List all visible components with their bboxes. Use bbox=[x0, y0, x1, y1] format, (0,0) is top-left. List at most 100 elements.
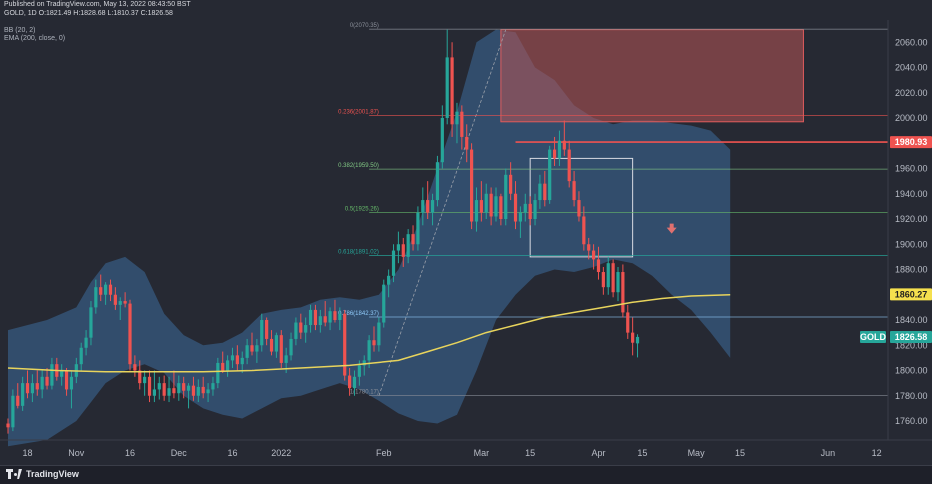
candle-body bbox=[177, 383, 181, 394]
x-tick-label: Mar bbox=[474, 448, 490, 458]
last-price-tag-bg bbox=[890, 330, 932, 343]
price-chart[interactable]: 0(2070.35) 0.236(2001.87) 0.382(1959.50) 0.… bbox=[0, 0, 932, 465]
x-tick-label: 15 bbox=[525, 448, 535, 458]
x-tick-label: 16 bbox=[227, 448, 237, 458]
candle-body bbox=[518, 212, 522, 222]
candle-body bbox=[157, 383, 161, 390]
trend-line bbox=[378, 29, 507, 396]
candle-body bbox=[601, 272, 605, 288]
candle-body bbox=[577, 200, 581, 217]
resistance-price-tag: 1980.93 bbox=[895, 137, 928, 147]
candle-body bbox=[318, 316, 322, 326]
candle-body bbox=[25, 383, 30, 394]
candle-body bbox=[567, 149, 571, 182]
candle-body bbox=[440, 118, 444, 163]
tradingview-logo: TradingView bbox=[6, 469, 79, 479]
candle-body bbox=[211, 383, 215, 390]
y-tick-label: 2060.00 bbox=[895, 37, 928, 47]
candle-body bbox=[435, 162, 440, 201]
candle-body bbox=[611, 263, 615, 293]
fib-level-label: 0.5(1925.26) bbox=[345, 206, 379, 212]
x-tick-label: Jun bbox=[821, 448, 836, 458]
y-tick-label: 1820.00 bbox=[895, 340, 928, 350]
candle-body bbox=[108, 284, 113, 295]
y-tick-label: 2020.00 bbox=[895, 88, 928, 98]
resistance-price-tag-bg bbox=[890, 136, 932, 149]
candle-body bbox=[304, 325, 308, 333]
candle-body bbox=[382, 284, 386, 323]
bollinger-band-fill bbox=[8, 29, 731, 447]
tradingview-brand-text: TradingView bbox=[26, 469, 79, 479]
symbol-ohlc-line: GOLD, 1D O:1821.49 H:1828.68 L:1810.37 C… bbox=[4, 10, 173, 17]
candle-body bbox=[401, 244, 405, 257]
down-arrow-icon bbox=[666, 223, 677, 234]
candle-body bbox=[6, 423, 10, 428]
candle-body bbox=[543, 183, 547, 201]
candle-body bbox=[548, 149, 552, 201]
candle-body bbox=[450, 57, 454, 125]
candle-body bbox=[79, 347, 83, 365]
candle-body bbox=[11, 395, 15, 428]
candle-body bbox=[89, 307, 93, 338]
fib-level-label: 0.618(1891.02) bbox=[338, 250, 379, 256]
x-tick-label: Feb bbox=[376, 448, 392, 458]
candle-body bbox=[426, 200, 430, 213]
candle-body bbox=[221, 362, 225, 371]
candle-body bbox=[323, 316, 327, 323]
candle-body bbox=[138, 370, 142, 384]
candle-body bbox=[460, 111, 464, 137]
candle-body bbox=[40, 376, 44, 390]
x-tick-label: Apr bbox=[591, 448, 605, 458]
ema-price-tag: 1860.27 bbox=[895, 289, 928, 299]
candle-body bbox=[255, 345, 259, 352]
candle-body bbox=[626, 312, 630, 333]
y-axis[interactable]: 1760.00 1780.00 1800.00 1820.00 1840.00 1860.… bbox=[895, 37, 928, 426]
fib-level-label: 0.382(1959.50) bbox=[338, 163, 379, 169]
candle-body bbox=[396, 244, 400, 251]
y-tick-label: 1760.00 bbox=[895, 416, 928, 426]
candle-body bbox=[299, 322, 303, 333]
candle-body bbox=[357, 365, 361, 377]
candle-body bbox=[372, 340, 376, 346]
candle-body bbox=[474, 200, 479, 222]
candle-body bbox=[265, 320, 269, 339]
candle-body bbox=[99, 287, 103, 295]
candle-body bbox=[162, 383, 166, 396]
candle-body bbox=[269, 338, 274, 352]
candle-body bbox=[196, 386, 200, 396]
candle-body bbox=[94, 287, 98, 308]
y-tick-label: 1900.00 bbox=[895, 239, 928, 249]
candle-body bbox=[143, 376, 147, 384]
candle-body bbox=[147, 376, 152, 396]
candle-body bbox=[123, 301, 127, 304]
candle-body bbox=[533, 200, 537, 219]
candle-body bbox=[538, 183, 542, 201]
x-tick-label: Dec bbox=[171, 448, 188, 458]
candle-body bbox=[289, 338, 293, 356]
candle-body bbox=[352, 376, 357, 389]
candle-body bbox=[313, 309, 318, 326]
candle-body bbox=[206, 389, 210, 394]
candle-body bbox=[201, 386, 205, 394]
symbol-tag: GOLD bbox=[860, 332, 886, 342]
candle-body bbox=[45, 376, 49, 386]
y-tick-label: 1960.00 bbox=[895, 164, 928, 174]
y-tick-label: 1780.00 bbox=[895, 391, 928, 401]
candle-body bbox=[30, 383, 34, 394]
x-axis[interactable]: 18 Nov 16 Dec 16 2022 Feb Mar 15 Apr 15 May 15 Jun 12 bbox=[23, 448, 882, 458]
candle-body bbox=[465, 136, 469, 150]
y-tick-label: 1940.00 bbox=[895, 189, 928, 199]
candle-body bbox=[596, 259, 601, 273]
fib-level-label: 0.236(2001.87) bbox=[338, 110, 379, 116]
candle-body bbox=[572, 181, 576, 201]
candle-body bbox=[172, 388, 176, 394]
candle-body bbox=[606, 263, 610, 288]
candle-body bbox=[284, 355, 288, 363]
indicator-bb-label[interactable]: BB (20, 2) bbox=[4, 27, 36, 34]
candle-body bbox=[494, 196, 498, 217]
candle-body bbox=[430, 200, 435, 213]
candle-body bbox=[152, 389, 156, 396]
indicator-ema-label[interactable]: EMA (200, close, 0) bbox=[4, 35, 66, 42]
x-tick-label: 15 bbox=[735, 448, 745, 458]
candle-body bbox=[113, 294, 117, 305]
